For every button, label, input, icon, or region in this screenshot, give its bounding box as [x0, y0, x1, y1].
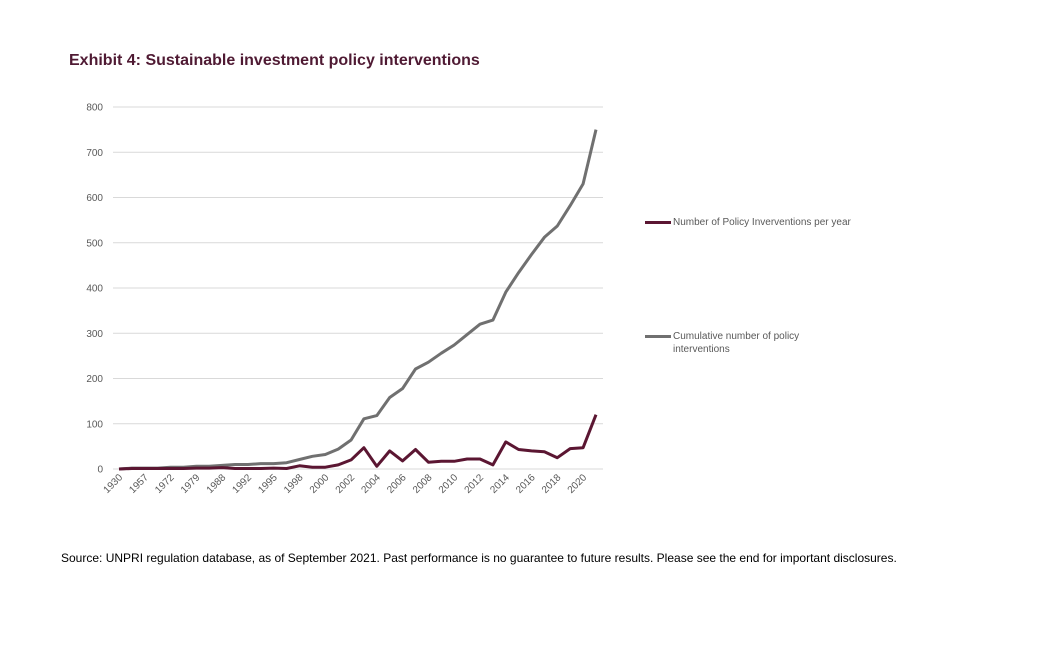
x-tick-label: 1998 [282, 472, 306, 496]
x-tick-label: 2008 [411, 472, 435, 496]
x-tick-label: 1988 [205, 472, 229, 496]
y-tick-label: 200 [86, 374, 103, 385]
legend-label-cumulative: Cumulative number of policy intervention… [673, 331, 800, 355]
x-tick-label: 2000 [308, 472, 332, 496]
y-tick-label: 600 [86, 193, 103, 204]
annual-series-line [118, 414, 598, 471]
source-note: Source: UNPRI regulation database, as of… [61, 551, 897, 565]
y-tick-label: 700 [86, 148, 103, 159]
x-tick-label: 1992 [231, 472, 255, 496]
x-tick-label: 1957 [127, 472, 151, 496]
y-tick-label: 800 [86, 103, 103, 114]
legend-swatch-annual [645, 221, 671, 224]
x-tick-label: 1979 [179, 472, 203, 496]
cumulative-series-line [118, 129, 598, 471]
legend-swatch-cumulative [645, 335, 671, 338]
x-tick-label: 2020 [566, 472, 590, 496]
x-tick-label: 2018 [540, 472, 564, 496]
y-tick-label: 400 [86, 284, 103, 295]
y-tick-label: 100 [86, 419, 103, 430]
y-tick-label: 300 [86, 329, 103, 340]
series-lines [118, 129, 598, 471]
x-tick-label: 2012 [463, 472, 487, 496]
y-axis-ticks: 0 100 200 300 400 500 600 700 800 [86, 103, 103, 476]
gridlines [113, 106, 603, 470]
x-tick-label: 1995 [256, 472, 280, 496]
x-tick-label: 2004 [359, 472, 383, 496]
x-tick-label: 2002 [334, 472, 358, 496]
x-tick-label: 2016 [514, 472, 538, 496]
x-axis-ticks: 1930 1957 1972 1979 1988 1992 1995 1998 2000 2002… [102, 472, 590, 496]
x-tick-label: 2006 [385, 472, 409, 496]
y-tick-label: 0 [97, 465, 103, 476]
chart-title: Exhibit 4: Sustainable investment policy… [69, 52, 480, 69]
x-tick-label: 2014 [488, 472, 512, 496]
x-tick-label: 2010 [437, 472, 461, 496]
legend-label-annual: Number of Policy Inverventions per year [673, 217, 851, 228]
x-tick-label: 1930 [102, 472, 126, 496]
x-tick-label: 1972 [153, 472, 177, 496]
y-tick-label: 500 [86, 238, 103, 249]
